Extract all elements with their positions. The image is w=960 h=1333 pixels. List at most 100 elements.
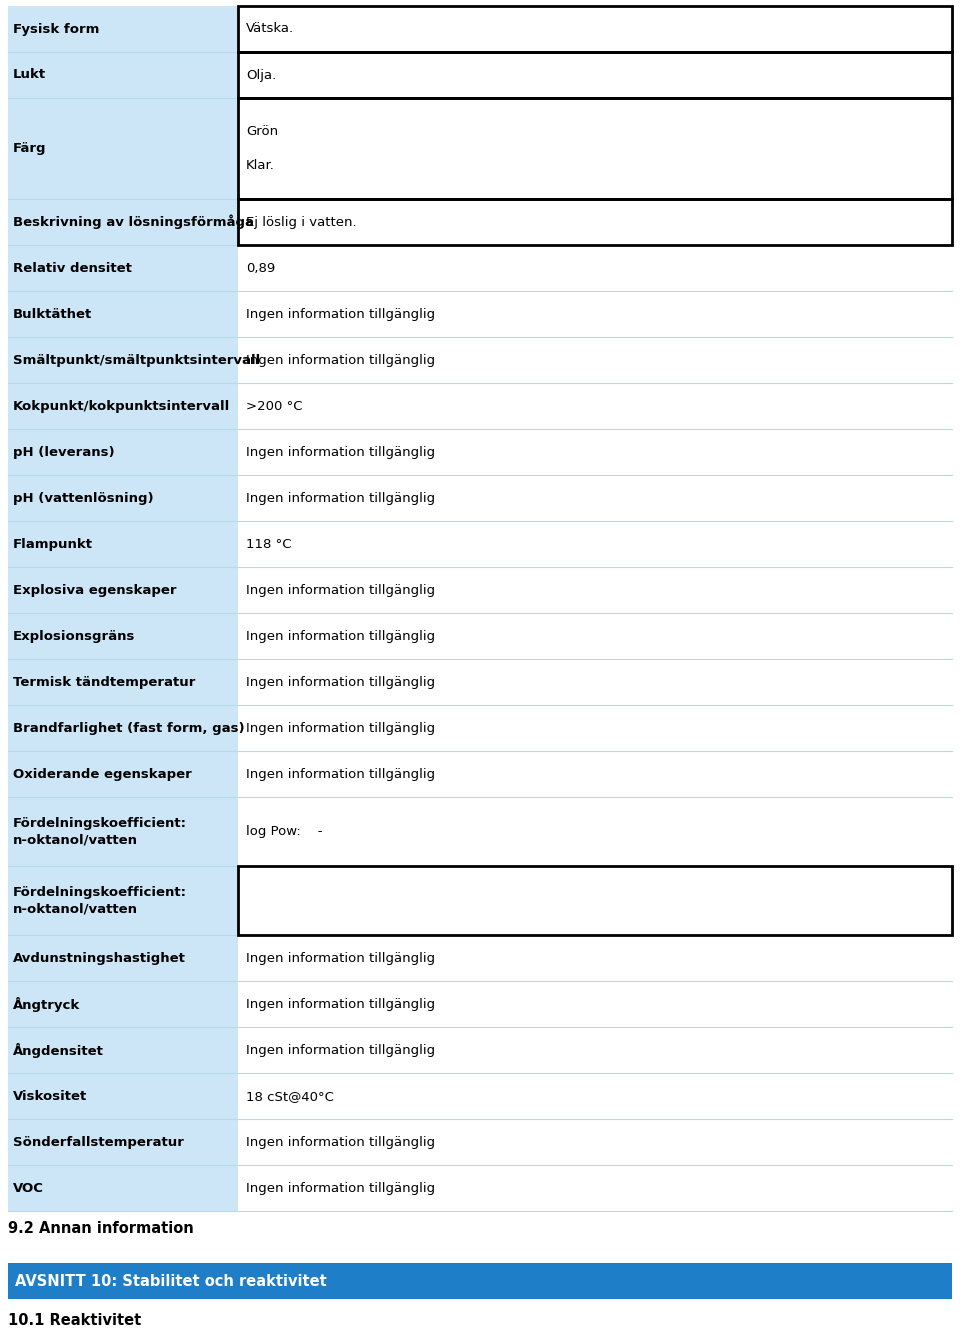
Bar [238, 866, 952, 936]
Text: Färg: Färg [13, 143, 46, 155]
Bar [238, 866, 952, 936]
Bar [238, 521, 952, 568]
Text: Ångdensitet: Ångdensitet [13, 1042, 104, 1057]
Bar [238, 613, 952, 660]
Bar [238, 429, 952, 475]
Text: 118 °C: 118 °C [246, 537, 292, 551]
Bar [238, 568, 952, 613]
Bar [238, 1165, 952, 1212]
Text: Ingen information tillgänglig: Ingen information tillgänglig [246, 952, 435, 965]
Text: 0,89: 0,89 [246, 261, 276, 275]
Bar [238, 752, 952, 797]
Bar [238, 337, 952, 383]
Text: Ingen information tillgänglig: Ingen information tillgänglig [246, 721, 435, 734]
Text: Ingen information tillgänglig: Ingen information tillgänglig [246, 629, 435, 643]
Text: Lukt: Lukt [13, 68, 46, 81]
Bar [8, 981, 238, 1028]
Bar [8, 475, 238, 521]
Bar [8, 199, 238, 245]
Text: Vätska.: Vätska. [246, 23, 294, 36]
Bar [8, 337, 238, 383]
Text: Oxiderande egenskaper: Oxiderande egenskaper [13, 768, 192, 781]
Text: 18 cSt@40°C: 18 cSt@40°C [246, 1089, 334, 1102]
Bar [238, 52, 952, 99]
Text: Fördelningskoefficient:
n-oktanol/vatten: Fördelningskoefficient: n-oktanol/vatten [13, 886, 187, 916]
Text: Viskositet: Viskositet [13, 1089, 87, 1102]
Bar [238, 1073, 952, 1120]
Text: Ingen information tillgänglig: Ingen information tillgänglig [246, 445, 435, 459]
Bar [238, 981, 952, 1028]
Bar [8, 797, 238, 866]
Bar [8, 99, 238, 199]
Bar [8, 660, 238, 705]
Text: Ingen information tillgänglig: Ingen information tillgänglig [246, 353, 435, 367]
Bar [238, 1028, 952, 1073]
Bar [238, 99, 952, 199]
Text: Ej löslig i vatten.: Ej löslig i vatten. [246, 216, 356, 229]
Text: Brandfarlighet (fast form, gas): Brandfarlighet (fast form, gas) [13, 721, 245, 734]
Bar [8, 568, 238, 613]
Text: VOC: VOC [13, 1181, 44, 1194]
Bar [8, 866, 238, 936]
Bar [238, 199, 952, 245]
Text: Sönderfallstemperatur: Sönderfallstemperatur [13, 1136, 184, 1149]
Bar [8, 245, 238, 291]
Text: Ingen information tillgänglig: Ingen information tillgänglig [246, 1136, 435, 1149]
Bar [238, 475, 952, 521]
Text: Olja.: Olja. [246, 68, 276, 81]
Bar [8, 705, 238, 752]
Text: Explosiva egenskaper: Explosiva egenskaper [13, 584, 177, 597]
Text: Termisk tändtemperatur: Termisk tändtemperatur [13, 676, 196, 689]
Text: Klar.: Klar. [246, 159, 275, 172]
Text: >200 °C: >200 °C [246, 400, 302, 413]
Bar [8, 1073, 238, 1120]
Text: Ingen information tillgänglig: Ingen information tillgänglig [246, 308, 435, 321]
Text: Kokpunkt/kokpunktsintervall: Kokpunkt/kokpunktsintervall [13, 400, 230, 413]
Text: Ingen information tillgänglig: Ingen information tillgänglig [246, 584, 435, 597]
Bar [8, 1028, 238, 1073]
Text: Ingen information tillgänglig: Ingen information tillgänglig [246, 492, 435, 505]
Bar [238, 99, 952, 199]
Bar [8, 52, 238, 99]
Text: Ingen information tillgänglig: Ingen information tillgänglig [246, 768, 435, 781]
Text: pH (leverans): pH (leverans) [13, 445, 114, 459]
Text: Fysisk form: Fysisk form [13, 23, 100, 36]
Bar [238, 245, 952, 291]
Text: Ingen information tillgänglig: Ingen information tillgänglig [246, 676, 435, 689]
Text: Beskrivning av lösningsförmåga: Beskrivning av lösningsförmåga [13, 215, 254, 229]
Bar [238, 383, 952, 429]
Bar [8, 1165, 238, 1212]
Bar [8, 521, 238, 568]
Bar [8, 291, 238, 337]
Bar [8, 1120, 238, 1165]
Bar [8, 7, 238, 52]
Bar [238, 199, 952, 245]
Text: Ångtryck: Ångtryck [13, 997, 81, 1012]
Bar [238, 705, 952, 752]
Text: Smältpunkt/smältpunktsintervall: Smältpunkt/smältpunktsintervall [13, 353, 260, 367]
Text: Avdunstningshastighet: Avdunstningshastighet [13, 952, 186, 965]
Text: Relativ densitet: Relativ densitet [13, 261, 132, 275]
Text: 9.2 Annan information: 9.2 Annan information [8, 1221, 194, 1236]
Bar [238, 7, 952, 52]
Text: Grön: Grön [246, 125, 278, 139]
Bar [238, 52, 952, 99]
Text: Fördelningskoefficient:
n-oktanol/vatten: Fördelningskoefficient: n-oktanol/vatten [13, 817, 187, 846]
Text: Explosionsgräns: Explosionsgräns [13, 629, 135, 643]
Bar [8, 429, 238, 475]
Bar [8, 752, 238, 797]
Text: log Pow:    -: log Pow: - [246, 825, 323, 838]
Bar [238, 660, 952, 705]
Bar [238, 936, 952, 981]
Bar [8, 613, 238, 660]
Text: Ingen information tillgänglig: Ingen information tillgänglig [246, 1044, 435, 1057]
Text: Ingen information tillgänglig: Ingen information tillgänglig [246, 1181, 435, 1194]
Text: Flampunkt: Flampunkt [13, 537, 93, 551]
Bar [238, 797, 952, 866]
Bar [238, 291, 952, 337]
Bar [238, 1120, 952, 1165]
Text: 10.1 Reaktivitet: 10.1 Reaktivitet [8, 1313, 141, 1328]
Bar [238, 7, 952, 52]
Text: Bulktäthet: Bulktäthet [13, 308, 92, 321]
Text: Ingen information tillgänglig: Ingen information tillgänglig [246, 997, 435, 1010]
